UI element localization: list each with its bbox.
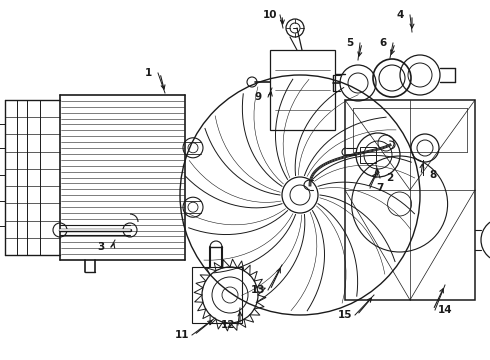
Text: 15: 15 bbox=[338, 310, 352, 320]
Text: 10: 10 bbox=[263, 10, 277, 20]
Bar bbox=[270, 50, 335, 130]
Text: 12: 12 bbox=[221, 320, 235, 330]
Bar bbox=[192, 267, 242, 323]
Text: 14: 14 bbox=[438, 305, 452, 315]
Text: 7: 7 bbox=[376, 183, 384, 193]
Text: 3: 3 bbox=[98, 242, 105, 252]
Text: 1: 1 bbox=[145, 68, 151, 78]
Text: 5: 5 bbox=[346, 38, 354, 48]
Bar bbox=[345, 100, 475, 300]
Text: 2: 2 bbox=[387, 173, 393, 183]
Text: 8: 8 bbox=[429, 170, 437, 180]
Text: 11: 11 bbox=[175, 330, 189, 340]
Text: 4: 4 bbox=[396, 10, 404, 20]
Text: 13: 13 bbox=[251, 285, 265, 295]
Text: 6: 6 bbox=[379, 38, 387, 48]
Text: 9: 9 bbox=[254, 92, 262, 102]
Bar bbox=[360, 147, 376, 163]
